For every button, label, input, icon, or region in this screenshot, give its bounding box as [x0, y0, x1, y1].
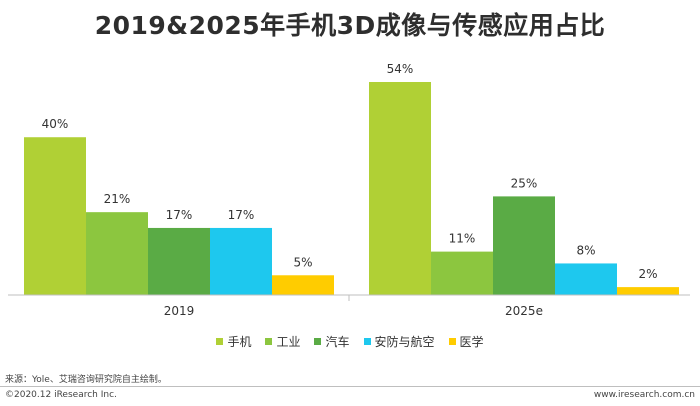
bar-2025e-汽车	[493, 196, 555, 295]
data-label-2019-安防与航空: 17%	[228, 208, 255, 222]
legend-item-工业: 工业	[265, 333, 300, 350]
legend-swatch	[363, 338, 371, 345]
category-label-2025e: 2025e	[505, 304, 543, 318]
bar-2019-工业	[86, 212, 148, 295]
bars-group: 40% 21% 17% 17% 5% 54% 11% 25% 8% 2%	[24, 62, 679, 295]
bar-2025e-手机	[369, 82, 431, 295]
data-label-2025e-工业: 11%	[449, 232, 476, 246]
legend-swatch	[265, 338, 273, 345]
data-label-2019-工业: 21%	[104, 192, 131, 206]
legend-swatch	[314, 338, 322, 345]
footer-divider	[0, 386, 700, 387]
legend-swatch	[448, 338, 456, 345]
legend-item-手机: 手机	[216, 333, 251, 350]
data-label-2019-医学: 5%	[293, 255, 312, 269]
legend-label: 医学	[459, 335, 484, 349]
legend-item-医学: 医学	[448, 333, 484, 350]
category-labels-group: 2019 2025e	[164, 304, 543, 318]
data-label-2025e-手机: 54%	[387, 62, 414, 76]
data-label-2019-汽车: 17%	[166, 208, 193, 222]
legend-label: 手机	[227, 335, 252, 349]
source-note: 来源：Yole、艾瑞咨询研究院自主绘制。	[5, 375, 167, 385]
category-label-2019: 2019	[164, 304, 195, 318]
copyright: ©2020.12 iResearch Inc.	[5, 390, 117, 400]
data-label-2019-手机: 40%	[42, 117, 69, 131]
website: www.iresearch.com.cn	[593, 390, 695, 400]
bar-2025e-医学	[617, 287, 679, 295]
bar-2019-手机	[24, 137, 86, 295]
legend-label: 汽车	[325, 335, 350, 349]
legend-item-汽车: 汽车	[314, 333, 350, 350]
bar-chart: 40% 21% 17% 17% 5% 54% 11% 25% 8% 2% 2019 2025e	[8, 62, 690, 318]
bar-2025e-安防与航空	[555, 263, 617, 295]
bar-2019-医学	[272, 275, 334, 295]
data-label-2025e-医学: 2%	[638, 267, 657, 281]
data-label-2025e-安防与航空: 8%	[576, 243, 595, 257]
bar-2019-安防与航空	[210, 227, 272, 295]
legend-label: 安防与航空	[374, 335, 435, 349]
legend: 手机 工业 汽车 安防与航空 医学	[0, 333, 700, 350]
chart-title: 2019&2025年手机3D成像与传感应用占比	[94, 11, 606, 40]
legend-swatch	[216, 338, 224, 345]
legend-item-安防与航空: 安防与航空	[363, 333, 435, 350]
bar-2025e-工业	[431, 251, 493, 295]
bar-2019-汽车	[148, 227, 210, 295]
legend-label: 工业	[276, 335, 301, 349]
data-label-2025e-汽车: 25%	[511, 176, 538, 190]
